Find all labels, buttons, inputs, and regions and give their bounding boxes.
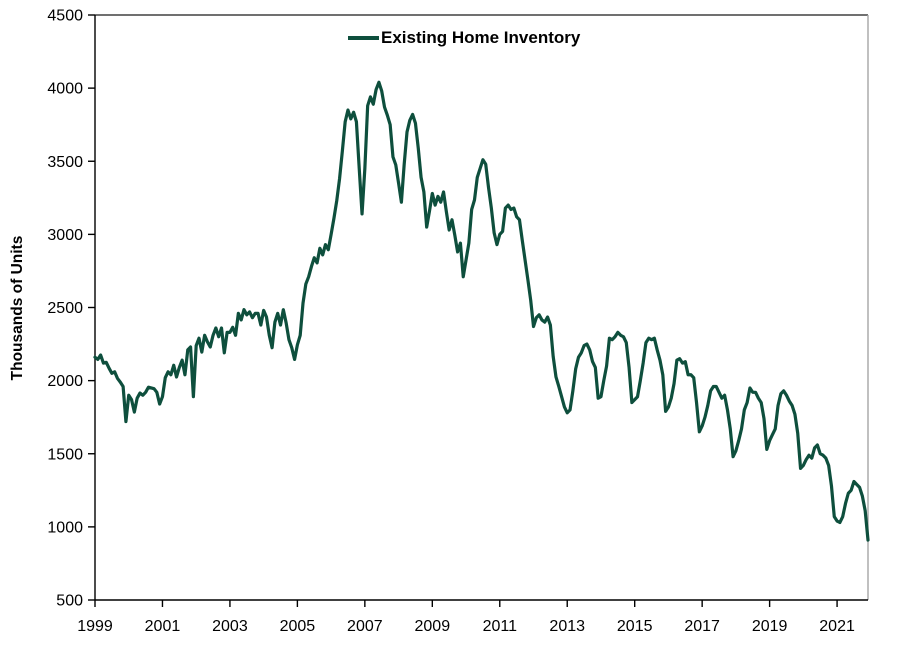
x-tick-label: 2005 (280, 618, 316, 635)
y-tick-label: 1500 (47, 446, 83, 463)
x-tick-label: 2003 (212, 618, 248, 635)
y-tick-label: 2500 (47, 300, 83, 317)
x-tick-label: 2015 (617, 618, 653, 635)
x-tick-label: 2017 (684, 618, 720, 635)
x-tick-label: 2007 (347, 618, 383, 635)
y-tick-label: 3000 (47, 227, 83, 244)
x-tick-label: 2021 (819, 618, 855, 635)
x-tick-label: 1999 (77, 618, 113, 635)
x-tick-label: 2009 (415, 618, 451, 635)
plot-frame (94, 14, 869, 601)
legend-label: Existing Home Inventory (381, 28, 581, 47)
y-axis-title: Thousands of Units (9, 235, 26, 381)
inventory-line-series (93, 80, 870, 542)
y-tick-label: 4500 (47, 8, 83, 25)
y-tick-label: 2000 (47, 373, 83, 390)
legend: Existing Home Inventory (348, 29, 580, 46)
x-tick-label: 2013 (549, 618, 585, 635)
y-tick-label: 3500 (47, 154, 83, 171)
y-tick-label: 500 (56, 593, 83, 610)
y-tick-label: 4000 (47, 81, 83, 98)
x-tick-label: 2011 (483, 618, 518, 635)
y-axis-ticks: 500 1000 1500 2000 2500 3000 3500 4000 4500 (47, 8, 95, 610)
x-tick-label: 2001 (145, 618, 181, 635)
x-axis-ticks: 1999 2001 2003 2005 2007 2009 2011 2013 2015 2017… (77, 600, 855, 635)
x-tick-label: 2019 (752, 618, 788, 635)
y-tick-label: 1000 (47, 519, 83, 536)
legend-line-swatch-icon (348, 35, 379, 40)
